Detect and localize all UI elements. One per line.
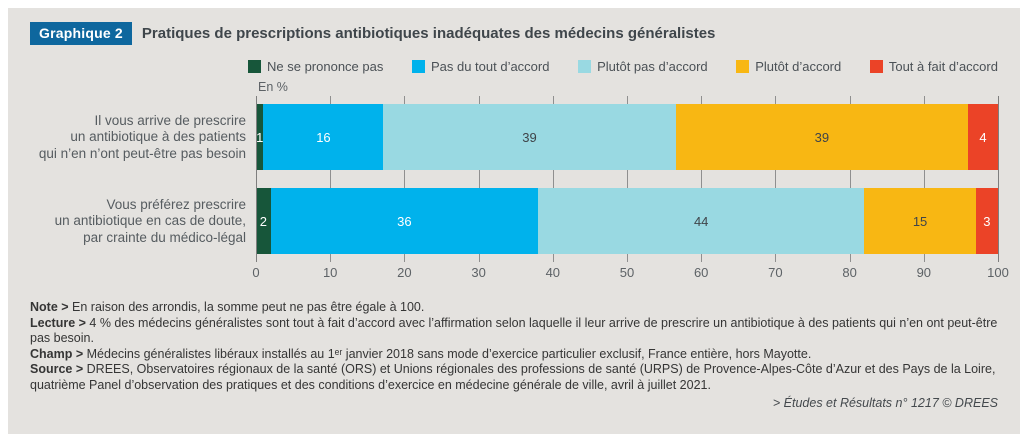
x-tick-label: 100 [987, 265, 1009, 281]
note-label: Lecture > [30, 315, 86, 330]
x-tick-label: 60 [693, 265, 709, 281]
bar-segment: 2 [256, 188, 271, 255]
legend-label: Tout à fait d’accord [888, 59, 998, 75]
note-line: Note > En raison des arrondis, la somme … [30, 300, 998, 316]
gridline-tick [627, 96, 628, 263]
legend-swatch-icon [736, 60, 750, 74]
bar-segment: 15 [864, 188, 976, 255]
legend-swatch-icon [248, 60, 261, 74]
legend-item: Plutôt pas d’accord [578, 59, 708, 74]
bar-segment: 1 [256, 104, 264, 171]
figure-title: Pratiques de prescriptions antibiotiques… [141, 25, 716, 43]
gridline-tick [404, 96, 406, 263]
category-label: Vous préférez prescrire un antibiotique … [54, 196, 246, 245]
note-text: Médecins généralistes libéraux installés… [86, 346, 812, 361]
chart-legend: Ne se prononce pas Pas du tout d’accord Pl… [248, 59, 998, 74]
x-tick-label: 90 [916, 265, 932, 281]
x-tick-label: 40 [545, 265, 561, 281]
note-text: DREES, Observatoires régionaux de la san… [30, 362, 996, 392]
gridline-tick [775, 96, 777, 263]
gridline-tick [701, 96, 703, 263]
figure-card: Graphique 2 Pratiques de prescriptions a… [8, 8, 1020, 434]
figure-number-badge: Graphique 2 [30, 22, 132, 46]
bar-segment: 4 [967, 104, 998, 171]
publication-title: Études et Résultats [783, 396, 893, 411]
bar-segment: 3 [975, 188, 998, 255]
note-line: Lecture > 4 % des médecins généralistes … [30, 316, 998, 347]
x-tick-label: 80 [842, 265, 857, 281]
legend-item: Plutôt d’accord [736, 59, 841, 74]
stacked-bar-chart: Il vous arrive de prescrire un antibioti… [30, 96, 999, 263]
note-label: Champ > [30, 346, 84, 361]
category-labels: Il vous arrive de prescrire un antibioti… [30, 96, 256, 262]
bar-row: 2 36 44 15 3 [256, 188, 998, 255]
gridline-tick [330, 96, 332, 263]
axis-edge-line [256, 96, 257, 263]
legend-label: Plutôt d’accord [755, 59, 842, 75]
note-line: Champ > Médecins généralistes libéraux i… [30, 347, 998, 363]
note-text: En raison des arrondis, la somme peut ne… [72, 300, 425, 315]
footer-prefix: > [772, 396, 784, 411]
gridline-tick [923, 96, 925, 263]
legend-swatch-icon [411, 60, 425, 74]
footnotes: Note > En raison des arrondis, la somme … [30, 300, 998, 393]
x-tick-label: 50 [619, 265, 635, 281]
x-tick-label: 0 [252, 265, 260, 281]
x-axis: 0 10 20 30 40 50 60 70 80 90 100 [252, 262, 1008, 284]
title-row: Graphique 2 Pratiques de prescriptions a… [30, 22, 998, 46]
note-text: 4 % des médecins généralistes sont tout … [30, 315, 998, 346]
bar-row: 1 16 39 39 4 [256, 104, 998, 171]
gridline-tick [552, 96, 554, 263]
note-label: Note > [30, 300, 69, 315]
legend-label: Pas du tout d’accord [430, 59, 550, 75]
axis-edge-line [998, 96, 999, 263]
legend-item: Ne se prononce pas [248, 59, 383, 74]
x-tick-label: 20 [397, 265, 412, 281]
bar-segment: 39 [675, 104, 968, 171]
x-tick-label: 30 [471, 265, 486, 281]
bar-segment: 44 [537, 188, 865, 255]
legend-swatch-icon [578, 60, 592, 74]
publication-reference: > Études et Résultats n° 1217 © DREES [30, 396, 998, 410]
x-tick-label: 70 [768, 265, 783, 281]
legend-label: Plutôt pas d’accord [597, 59, 708, 75]
category-label: Il vous arrive de prescrire un antibioti… [38, 112, 246, 161]
axis-unit-label: En % [258, 80, 288, 95]
legend-swatch-icon [869, 60, 883, 74]
legend-label: Ne se prononce pas [267, 59, 384, 75]
legend-item: Tout à fait d’accord [869, 59, 998, 75]
bar-segment: 36 [270, 188, 538, 255]
footer-rest: n° 1217 © DREES [892, 396, 998, 411]
bar-segment: 39 [383, 104, 676, 171]
x-tick-label: 10 [322, 265, 338, 281]
note-label: Source > [30, 362, 84, 377]
gridline-tick [478, 96, 480, 263]
bar-segment: 16 [263, 104, 384, 171]
note-line: Source > DREES, Observatoires régionaux … [30, 362, 998, 393]
chart-area: 1 16 39 39 4 2 36 44 15 3 [256, 96, 999, 263]
legend-item: Pas du tout d’accord [411, 59, 550, 75]
gridline-tick [849, 96, 851, 263]
